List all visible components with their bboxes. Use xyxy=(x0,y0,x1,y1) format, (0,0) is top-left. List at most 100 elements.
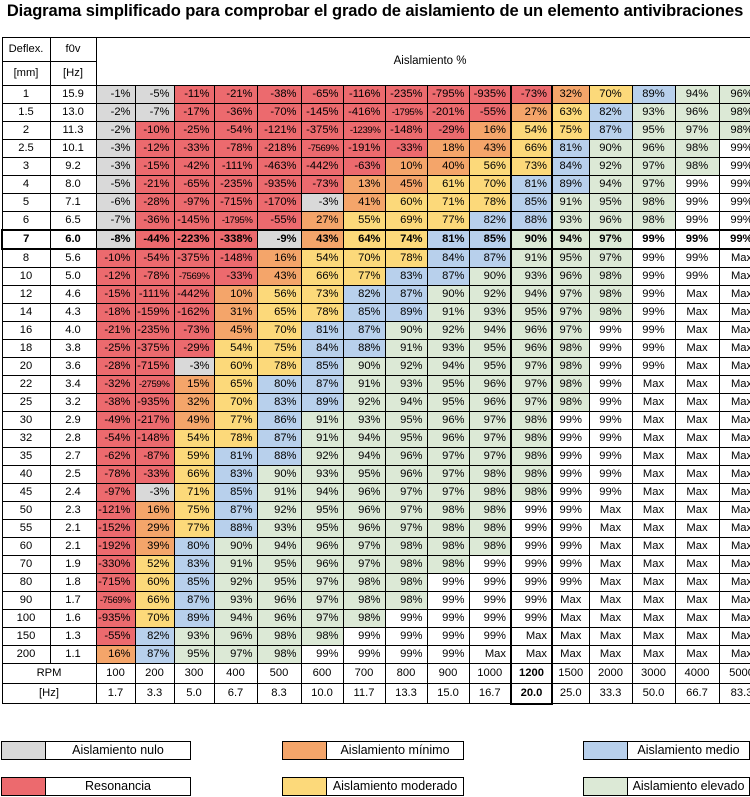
isolation-cell: 99% xyxy=(674,193,720,212)
f0v-cell: 9.2 xyxy=(49,157,97,176)
isolation-cell: -3% xyxy=(95,157,136,176)
f0v-cell: 5.0 xyxy=(49,267,97,286)
legend-item-moderado: Aislamiento moderado xyxy=(282,777,464,796)
isolation-cell: -12% xyxy=(134,139,175,158)
isolation-cell: Max xyxy=(674,393,720,412)
isolation-cell: 98% xyxy=(426,519,470,538)
isolation-cell: 81% xyxy=(426,229,470,250)
isolation-cell: 65% xyxy=(256,303,302,322)
f0v-unit: [Hz] xyxy=(49,61,97,86)
isolation-cell: 88% xyxy=(510,211,553,231)
isolation-cell: 16% xyxy=(95,645,136,664)
isolation-cell: 99% xyxy=(674,211,720,231)
isolation-cell: 82% xyxy=(342,285,386,304)
isolation-cell: -338% xyxy=(213,229,258,250)
isolation-cell: 52% xyxy=(134,555,175,574)
isolation-cell: -54% xyxy=(134,248,175,268)
isolation-cell: 39% xyxy=(134,537,175,556)
isolation-table: Deflex. f0v Aislamiento % [mm] [Hz] 1 15.… xyxy=(1,37,750,705)
f0v-cell: 8.0 xyxy=(49,175,97,194)
rpm-cell: 800 xyxy=(384,663,428,684)
isolation-cell: 97% xyxy=(674,121,720,140)
isolation-cell: -2% xyxy=(95,103,136,122)
rpm-row: RPM 100 200 300 400 500 600 700 800 900 1000 1200 15… xyxy=(1,663,750,684)
legend-item-resonancia: Resonancia xyxy=(1,777,191,796)
isolation-cell: 94% xyxy=(674,85,720,104)
isolation-cell: -87% xyxy=(134,447,175,466)
isolation-cell: Max xyxy=(631,465,676,484)
deflex-cell: 1.5 xyxy=(1,103,51,122)
isolation-cell: -1795% xyxy=(213,211,258,231)
isolation-cell: Max xyxy=(551,627,590,646)
isolation-cell: Max xyxy=(631,393,676,412)
rpm-cell: 200 xyxy=(134,663,175,684)
isolation-cell: 89% xyxy=(300,393,344,412)
table-row: 45 2.4 -97% -3% 71% 85% 91% 94% 96% 97% 97% 98% 98% 9… xyxy=(1,483,750,502)
deflex-cell: 5 xyxy=(1,193,51,212)
isolation-cell: 97% xyxy=(468,429,512,448)
isolation-cell: 59% xyxy=(173,447,215,466)
hz-cell: 3.3 xyxy=(134,683,175,704)
isolation-cell: 65% xyxy=(213,375,258,394)
isolation-cell: -36% xyxy=(213,103,258,122)
f0v-cell: 2.4 xyxy=(49,483,97,502)
isolation-cell: -218% xyxy=(256,139,302,158)
isolation-cell: Max xyxy=(674,429,720,448)
isolation-cell: 90% xyxy=(510,229,553,250)
table-row: 1.5 13.0 -2% -7% -17% -36% -70% -145% -416% -1795… xyxy=(1,103,750,122)
isolation-cell: 96% xyxy=(256,609,302,628)
isolation-cell: 70% xyxy=(134,609,175,628)
isolation-cell: 97% xyxy=(384,519,428,538)
isolation-cell: -235% xyxy=(213,175,258,194)
isolation-cell: 80% xyxy=(173,537,215,556)
isolation-cell: -78% xyxy=(95,465,136,484)
isolation-cell: Max xyxy=(718,411,750,430)
isolation-cell: 27% xyxy=(510,103,553,122)
isolation-cell: Max xyxy=(631,573,676,592)
isolation-cell: -10% xyxy=(95,248,136,268)
isolation-cell: 70% xyxy=(588,85,633,104)
deflex-cell: 8 xyxy=(1,248,51,268)
isolation-cell: 99% xyxy=(551,447,590,466)
isolation-cell: 99% xyxy=(588,447,633,466)
isolation-cell: 99% xyxy=(551,411,590,430)
isolation-cell: Max xyxy=(674,501,720,520)
isolation-cell: 82% xyxy=(588,103,633,122)
f0v-cell: 5.6 xyxy=(49,248,97,268)
legend-swatch xyxy=(584,742,628,759)
isolation-cell: 98% xyxy=(426,555,470,574)
isolation-cell: Max xyxy=(718,627,750,646)
isolation-cell: -97% xyxy=(95,483,136,502)
isolation-cell: -63% xyxy=(342,157,386,176)
isolation-cell: 96% xyxy=(468,393,512,412)
isolation-cell: 91% xyxy=(256,483,302,502)
isolation-cell: -162% xyxy=(173,303,215,322)
deflex-cell: 7 xyxy=(1,229,51,250)
isolation-cell: 95% xyxy=(588,193,633,212)
isolation-cell: 99% xyxy=(510,537,553,556)
isolation-cell: 43% xyxy=(300,229,344,250)
hz-row: [Hz] 1.7 3.3 5.0 6.7 8.3 10.0 11.7 13.3 15.0 16.7 2… xyxy=(1,683,750,705)
isolation-cell: Max xyxy=(510,627,553,646)
f0v-cell: 1.6 xyxy=(49,609,97,628)
table-row: 90 1.7 -7569% 66% 87% 93% 96% 97% 98% 98% 99% 99% 99… xyxy=(1,591,750,610)
isolation-cell: 81% xyxy=(510,175,553,194)
table-row: 2.5 10.1 -3% -12% -33% -78% -218% -7569% -191% -3… xyxy=(1,139,750,158)
isolation-cell: -1795% xyxy=(384,103,428,122)
isolation-cell: -375% xyxy=(173,248,215,268)
isolation-cell: 99% xyxy=(588,429,633,448)
isolation-cell: 87% xyxy=(134,645,175,664)
isolation-cell: 99% xyxy=(551,429,590,448)
deflex-cell: 45 xyxy=(1,483,51,502)
isolation-cell: 97% xyxy=(384,501,428,520)
legend-label: Aislamiento medio xyxy=(637,743,740,757)
isolation-cell: 74% xyxy=(384,229,428,250)
isolation-cell: Max xyxy=(631,483,676,502)
isolation-cell: 99% xyxy=(588,393,633,412)
legend-swatch xyxy=(283,778,327,795)
isolation-cell: 85% xyxy=(468,229,512,250)
f0v-header: f0v xyxy=(49,37,97,62)
deflex-cell: 10 xyxy=(1,267,51,286)
isolation-cell: 93% xyxy=(173,627,215,646)
isolation-cell: 91% xyxy=(510,248,553,268)
